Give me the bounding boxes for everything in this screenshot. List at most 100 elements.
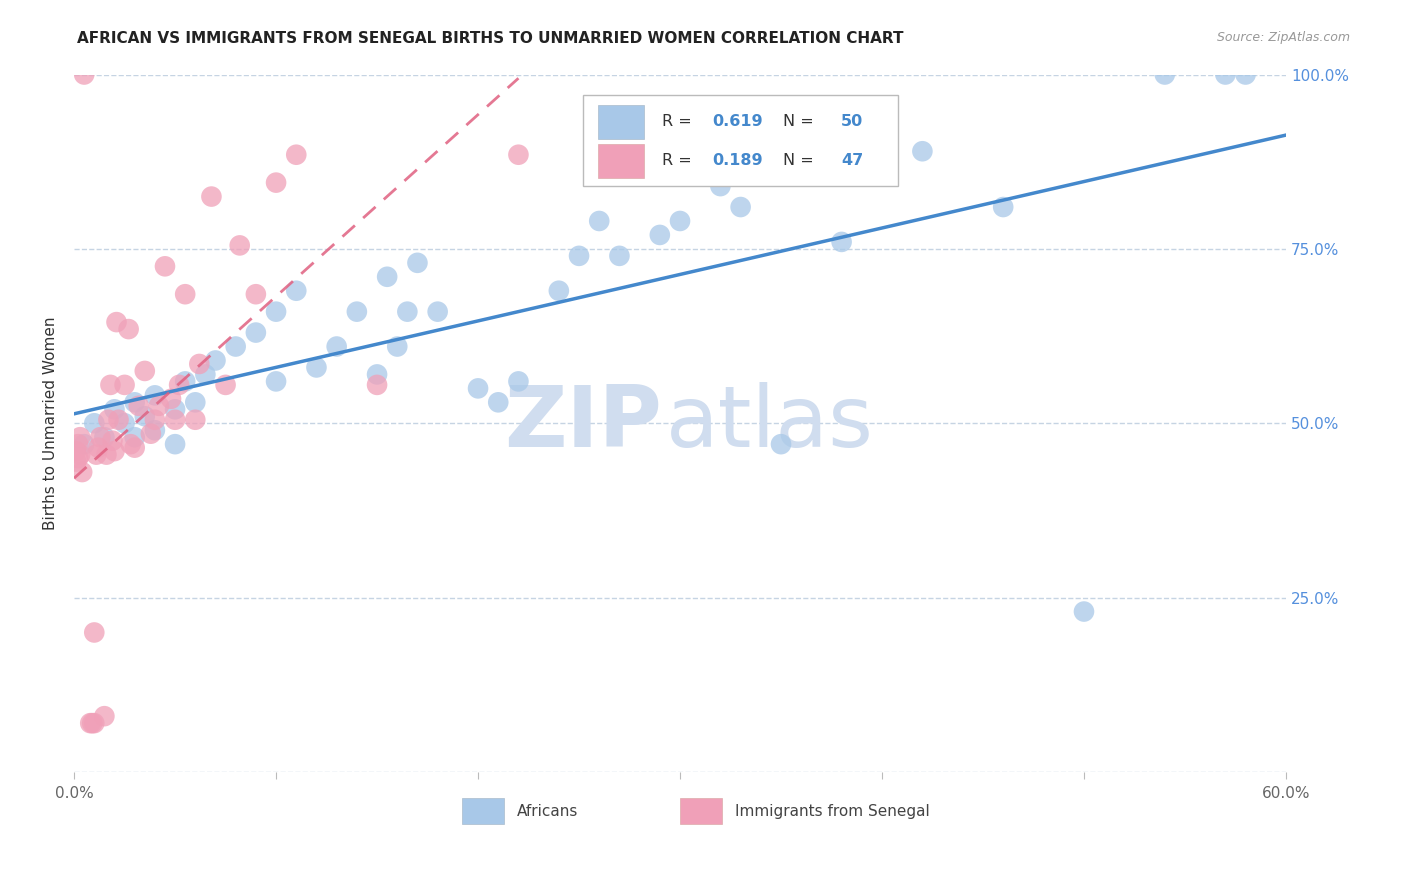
Point xyxy=(100,377,122,392)
Point xyxy=(97,413,120,427)
Point xyxy=(184,413,207,427)
Point xyxy=(89,430,111,444)
Point xyxy=(167,377,190,392)
Text: Source: ZipAtlas.com: Source: ZipAtlas.com xyxy=(1216,31,1350,45)
Point xyxy=(103,402,125,417)
Point xyxy=(87,441,110,455)
Point xyxy=(508,375,530,389)
Point xyxy=(65,454,87,468)
Text: N =: N = xyxy=(783,153,818,168)
Point xyxy=(426,304,449,318)
Point xyxy=(82,716,104,731)
Point xyxy=(174,375,197,389)
Point xyxy=(200,189,222,203)
Point xyxy=(107,413,129,427)
Point xyxy=(245,287,267,301)
Point xyxy=(101,434,124,448)
Point xyxy=(305,360,328,375)
Point xyxy=(114,416,136,430)
Point xyxy=(103,444,125,458)
Point xyxy=(69,430,91,444)
Point xyxy=(65,444,87,458)
Text: R =: R = xyxy=(662,114,697,128)
Point xyxy=(73,437,96,451)
Point xyxy=(1153,68,1175,82)
Point xyxy=(669,214,692,228)
Point xyxy=(204,353,226,368)
Text: Immigrants from Senegal: Immigrants from Senegal xyxy=(734,804,929,819)
Point xyxy=(366,368,388,382)
Point xyxy=(139,426,162,441)
Point xyxy=(93,430,115,444)
Text: ZIP: ZIP xyxy=(505,382,662,465)
Point xyxy=(245,326,267,340)
Point xyxy=(93,709,115,723)
Text: 50: 50 xyxy=(841,114,863,128)
Bar xyxy=(681,797,723,824)
Point xyxy=(214,377,236,392)
Text: 47: 47 xyxy=(841,153,863,168)
Point xyxy=(467,381,489,395)
Point xyxy=(406,256,429,270)
Point xyxy=(588,214,610,228)
Point xyxy=(67,437,90,451)
Text: 0.189: 0.189 xyxy=(713,153,763,168)
Point xyxy=(1234,68,1257,82)
Point xyxy=(264,176,287,190)
Point xyxy=(194,368,217,382)
Point xyxy=(160,392,183,406)
Point xyxy=(547,284,569,298)
Point xyxy=(184,395,207,409)
Point xyxy=(174,287,197,301)
Point xyxy=(730,200,752,214)
Point xyxy=(396,304,419,318)
Point xyxy=(993,200,1015,214)
Point xyxy=(143,413,166,427)
Bar xyxy=(463,797,505,824)
Point xyxy=(285,147,308,161)
Y-axis label: Births to Unmarried Women: Births to Unmarried Women xyxy=(44,317,58,530)
Point xyxy=(124,430,146,444)
Point xyxy=(165,413,187,427)
Point xyxy=(83,625,105,640)
FancyBboxPatch shape xyxy=(583,95,898,186)
Point xyxy=(831,235,853,249)
Point xyxy=(67,451,90,466)
Point xyxy=(165,402,187,417)
Text: AFRICAN VS IMMIGRANTS FROM SENEGAL BIRTHS TO UNMARRIED WOMEN CORRELATION CHART: AFRICAN VS IMMIGRANTS FROM SENEGAL BIRTH… xyxy=(77,31,904,46)
Point xyxy=(134,409,156,424)
Point xyxy=(188,357,211,371)
Text: atlas: atlas xyxy=(665,382,873,465)
Point xyxy=(83,716,105,731)
Point xyxy=(120,437,142,451)
Point xyxy=(143,423,166,437)
Bar xyxy=(598,145,644,178)
Point xyxy=(709,179,731,194)
Point xyxy=(508,147,530,161)
Point xyxy=(228,238,250,252)
Point xyxy=(96,448,118,462)
Point xyxy=(1073,605,1095,619)
Point xyxy=(609,249,631,263)
Point xyxy=(225,339,247,353)
Point xyxy=(285,284,308,298)
Point xyxy=(1215,68,1237,82)
Point xyxy=(153,260,176,274)
Point xyxy=(264,304,287,318)
Point xyxy=(117,322,139,336)
Point xyxy=(134,364,156,378)
Point xyxy=(375,269,398,284)
Point xyxy=(124,441,146,455)
Point xyxy=(366,377,388,392)
Point xyxy=(911,145,934,159)
Point xyxy=(769,437,792,451)
Point xyxy=(143,388,166,402)
Point xyxy=(83,416,105,430)
Point xyxy=(148,399,170,413)
Text: R =: R = xyxy=(662,153,697,168)
Point xyxy=(346,304,368,318)
Point xyxy=(114,377,136,392)
Point xyxy=(264,375,287,389)
Point xyxy=(124,395,146,409)
Point xyxy=(165,437,187,451)
